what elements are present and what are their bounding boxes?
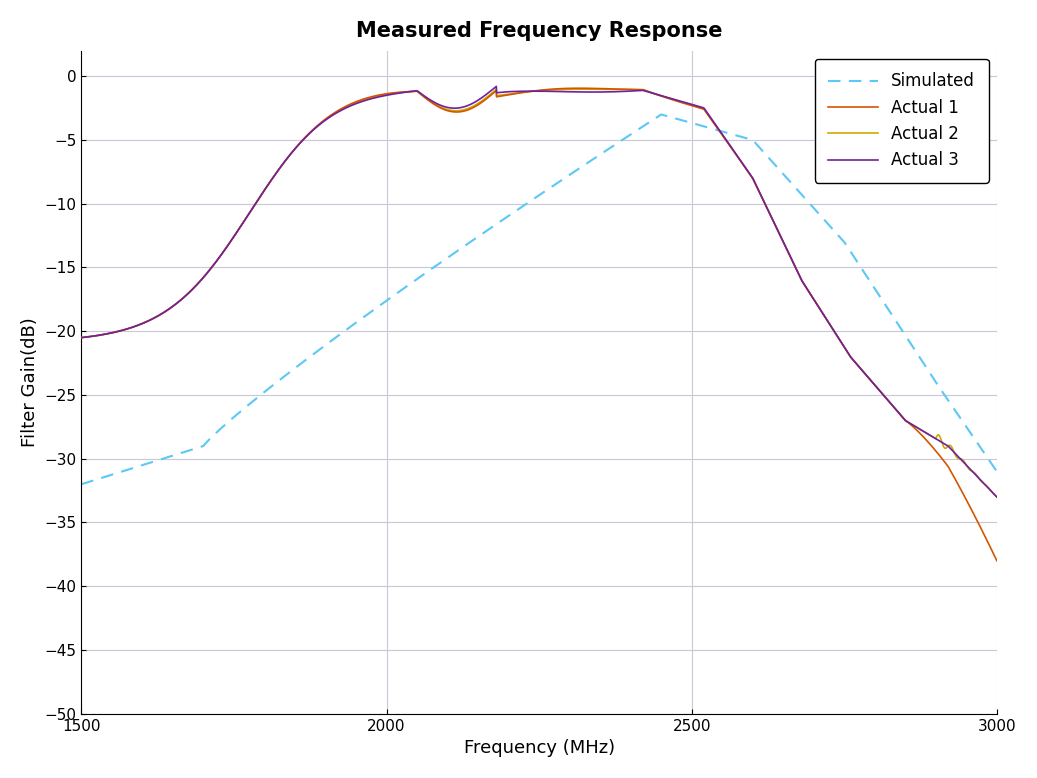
Simulated [425, 265, 438, 274]
Simulated [655, 110, 668, 119]
Actual 3 [758, 198, 770, 208]
Simulated [242, 401, 254, 410]
Title: Measured Frequency Response: Measured Frequency Response [356, 21, 723, 40]
Actual 2 [425, 97, 438, 107]
Actual 2 [758, 198, 770, 208]
Actual 2 [990, 492, 1003, 502]
Line: Actual 1: Actual 1 [81, 88, 997, 561]
Actual 3 [491, 82, 503, 91]
Actual 1 [624, 85, 637, 94]
X-axis label: Frequency (MHz): Frequency (MHz) [464, 739, 615, 757]
Actual 1 [75, 333, 87, 342]
Simulated [758, 149, 770, 158]
Actual 3 [671, 96, 683, 105]
Line: Actual 2: Actual 2 [81, 89, 997, 497]
Y-axis label: Filter Gain(dB): Filter Gain(dB) [21, 317, 38, 447]
Actual 3 [425, 96, 438, 105]
Line: Simulated: Simulated [81, 114, 997, 484]
Actual 1 [828, 327, 840, 336]
Actual 1 [671, 96, 683, 106]
Actual 1 [990, 556, 1003, 566]
Actual 2 [242, 211, 254, 220]
Actual 2 [624, 85, 637, 94]
Simulated [671, 114, 683, 124]
Legend: Simulated, Actual 1, Actual 2, Actual 3: Simulated, Actual 1, Actual 2, Actual 3 [815, 59, 988, 183]
Simulated [75, 479, 87, 489]
Actual 3 [828, 327, 840, 336]
Simulated [828, 226, 840, 236]
Actual 3 [75, 333, 87, 342]
Actual 2 [828, 327, 840, 336]
Actual 2 [578, 85, 590, 94]
Actual 1 [758, 198, 770, 208]
Actual 2 [671, 96, 683, 105]
Actual 3 [990, 492, 1003, 502]
Simulated [990, 467, 1003, 476]
Actual 1 [573, 83, 586, 93]
Actual 1 [425, 97, 438, 107]
Actual 2 [75, 333, 87, 342]
Simulated [624, 130, 637, 139]
Actual 1 [242, 211, 254, 220]
Actual 3 [242, 211, 254, 220]
Actual 3 [624, 86, 637, 96]
Line: Actual 3: Actual 3 [81, 86, 997, 497]
